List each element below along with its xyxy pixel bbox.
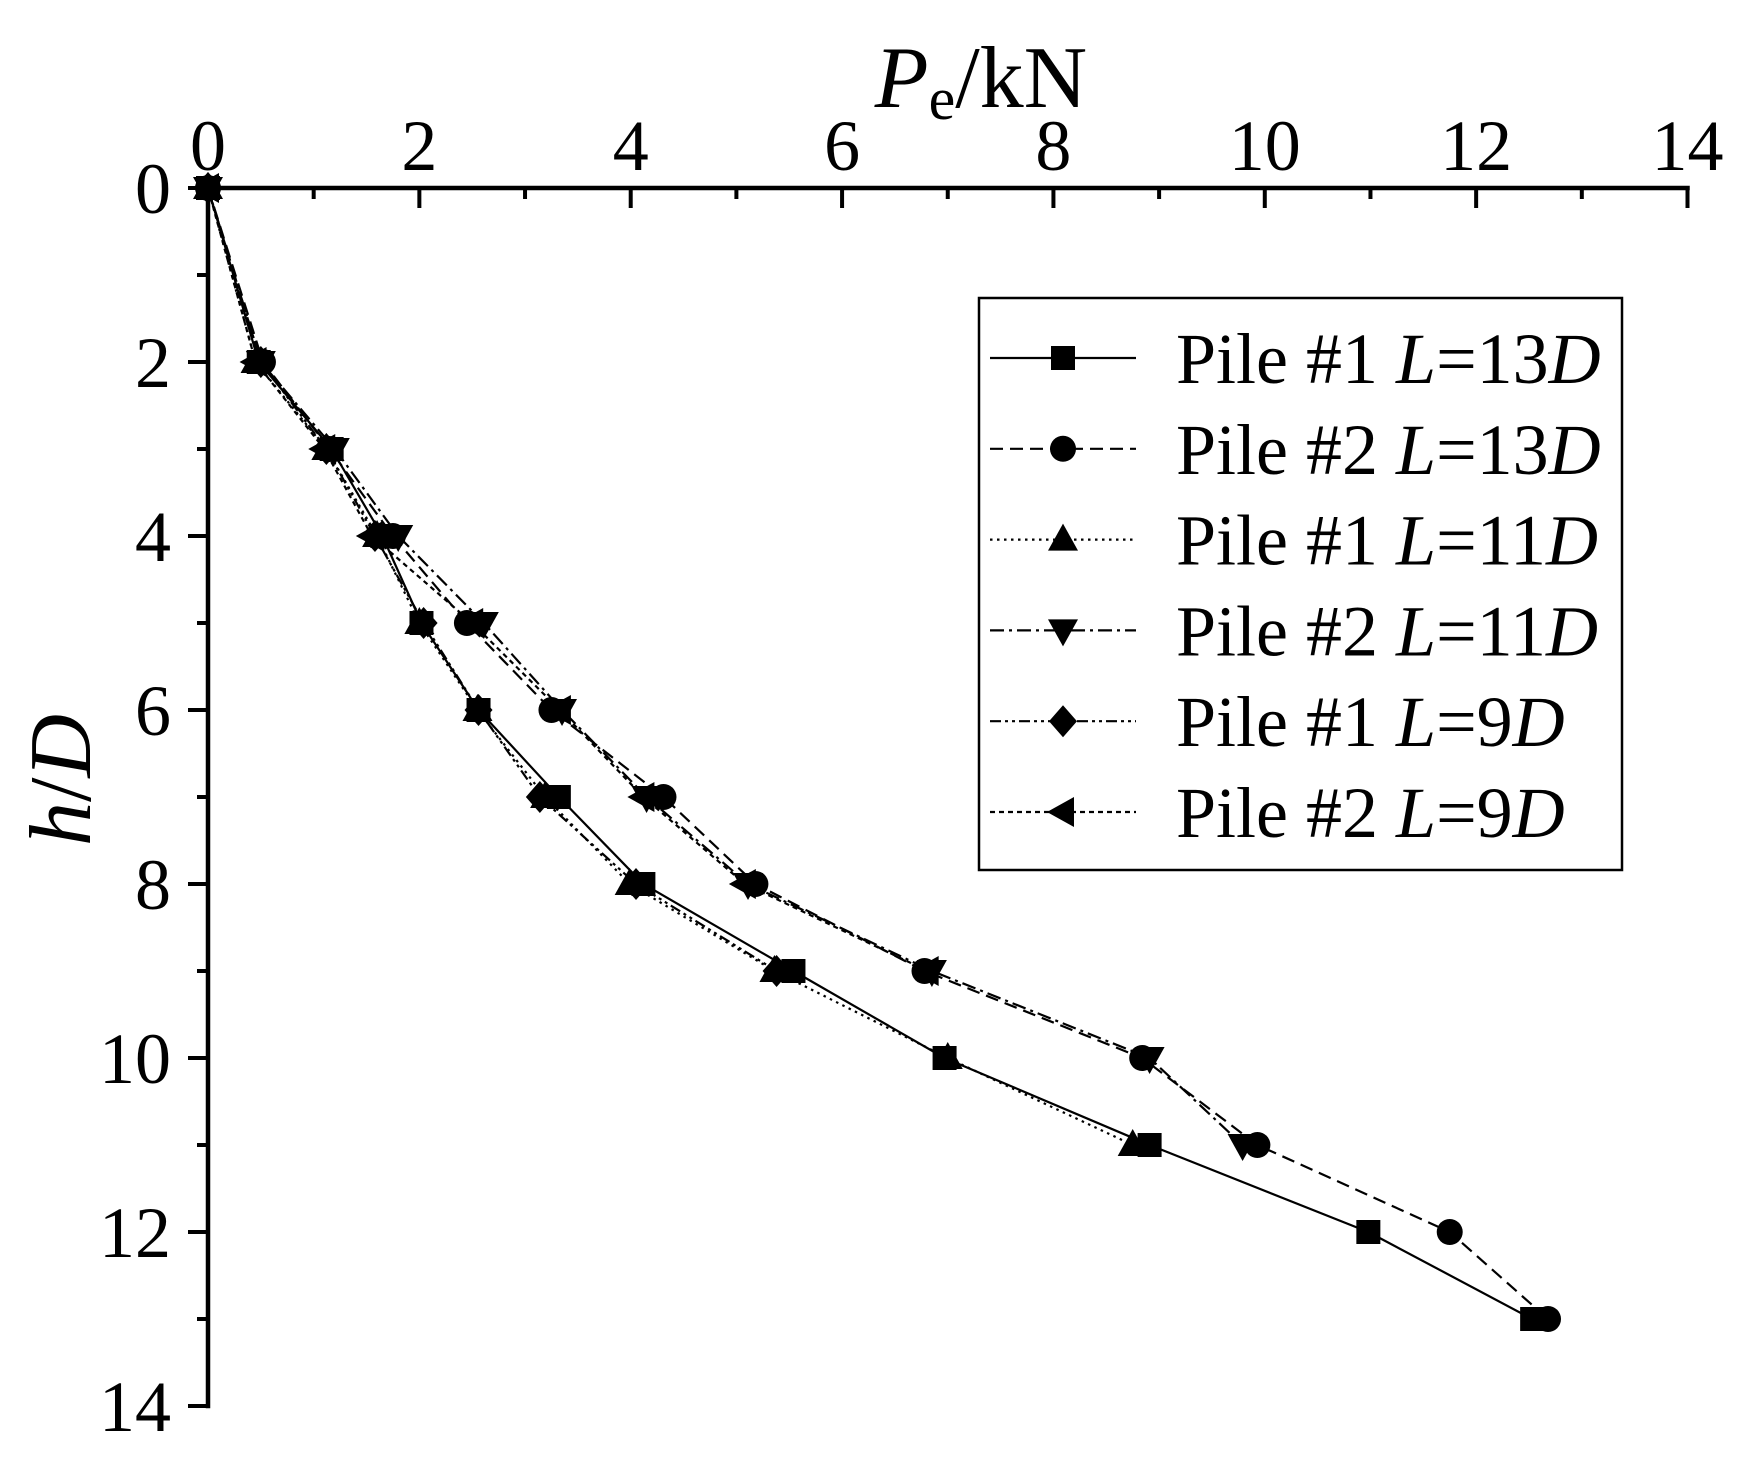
x-tick-label: 0 <box>190 106 226 186</box>
y-tick-label: 4 <box>135 497 171 577</box>
x-tick-label: 4 <box>613 106 649 186</box>
x-axis-label-symbol: P <box>874 30 929 127</box>
data-point <box>308 434 336 464</box>
legend-marker <box>1050 435 1076 462</box>
y-tick-label: 6 <box>135 671 171 751</box>
data-point <box>239 347 267 377</box>
data-point <box>728 869 756 899</box>
y-tick-label: 0 <box>135 149 171 229</box>
y-tick-label: 10 <box>99 1019 171 1099</box>
x-tick-label: 2 <box>401 106 437 186</box>
x-tick-label: 8 <box>1035 106 1071 186</box>
y-axis-label-numerator: h <box>13 802 110 846</box>
y-axis-label-separator: / <box>13 777 110 802</box>
legend-entry: Pile #1 L=11D <box>990 501 1598 581</box>
legend-label: Pile #1 L=9D <box>1176 682 1565 762</box>
data-point <box>621 868 650 900</box>
x-axis-label-unit: /kN <box>955 30 1087 127</box>
legend-entry: Pile #2 L=9D <box>990 773 1565 853</box>
legend-box <box>977 296 1624 872</box>
data-point <box>543 695 571 725</box>
series-line <box>206 187 778 972</box>
x-tick-label: 6 <box>824 106 860 186</box>
series-pile-1-l-9d <box>194 172 791 987</box>
data-point <box>409 607 438 639</box>
data-point <box>1535 1306 1562 1332</box>
data-point <box>1436 1219 1463 1245</box>
legend-entry: Pile #2 L=13D <box>990 410 1601 490</box>
x-tick-label: 14 <box>1652 106 1724 186</box>
legend-label: Pile #2 L=11D <box>1176 591 1598 671</box>
x-tick-label: 12 <box>1440 106 1512 186</box>
legend: Pile #1 L=13D Pile #2 L=13D Pile #1 L=11D P… <box>977 296 1624 872</box>
y-ticks: 0 2 4 6 8 10 12 14 <box>99 149 208 1447</box>
data-point <box>456 608 484 638</box>
series-layer <box>192 172 1562 1332</box>
legend-label: Pile #1 L=11D <box>1176 501 1598 581</box>
data-point <box>911 956 939 986</box>
x-tick-label: 10 <box>1229 106 1301 186</box>
legend-marker <box>1049 705 1077 738</box>
legend-entries: Pile #1 L=13D Pile #2 L=13D Pile #1 L=11D P… <box>990 319 1601 853</box>
legend-entry: Pile #1 L=9D <box>990 682 1565 762</box>
legend-marker <box>1051 346 1075 370</box>
legend-marker <box>1047 797 1074 827</box>
series-line <box>206 187 929 972</box>
data-point <box>355 521 383 551</box>
data-point <box>1117 1129 1148 1156</box>
legend-entry: Pile #1 L=13D <box>990 319 1601 399</box>
y-tick-label: 14 <box>99 1367 171 1447</box>
y-tick-label: 12 <box>99 1193 171 1273</box>
data-point <box>1356 1220 1381 1244</box>
data-point <box>932 1042 963 1069</box>
x-ticks: 0 2 4 6 8 10 12 14 <box>190 106 1724 208</box>
y-axis-label: h/D <box>13 714 110 846</box>
y-axis-label-denominator: D <box>13 714 110 779</box>
y-tick-label: 2 <box>135 323 171 403</box>
series-pile-2-l-9d <box>192 173 939 986</box>
y-tick-label: 8 <box>135 845 171 925</box>
legend-label: Pile #2 L=13D <box>1176 410 1601 490</box>
legend-marker <box>1048 619 1078 647</box>
data-point <box>525 781 554 813</box>
legend-marker <box>1048 523 1078 551</box>
x-axis-label: Pe/kN <box>874 30 1087 132</box>
data-point <box>383 525 414 552</box>
data-point <box>464 694 493 726</box>
legend-label: Pile #1 L=13D <box>1176 319 1601 399</box>
legend-entry: Pile #2 L=11D <box>990 591 1598 671</box>
data-point <box>1227 1134 1258 1161</box>
data-point <box>627 782 655 812</box>
legend-label: Pile #2 L=9D <box>1176 773 1565 853</box>
axes: 0 2 4 6 8 10 12 14 0 2 4 6 8 10 12 14 <box>99 106 1724 1447</box>
data-point <box>762 955 791 987</box>
data-point <box>1134 1047 1165 1074</box>
x-axis-label-subscript: e <box>929 66 956 132</box>
